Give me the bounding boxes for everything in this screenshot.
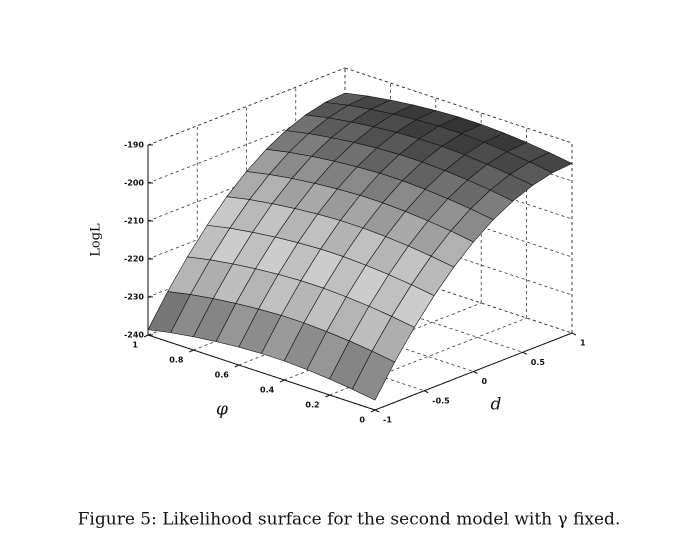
y-tick-label: 1 xyxy=(580,339,586,348)
grid-line xyxy=(344,257,573,334)
y-tick xyxy=(522,351,527,355)
y-tick xyxy=(424,390,429,394)
box-edge xyxy=(147,67,346,146)
x-tick-label: 1 xyxy=(132,341,138,350)
y-tick-label: -1 xyxy=(383,416,392,425)
z-tick-label: -230 xyxy=(124,293,144,302)
grid-line xyxy=(329,317,527,396)
y-tick-label: 0.5 xyxy=(531,358,546,367)
x-tick-label: 0 xyxy=(359,416,365,425)
grid-line xyxy=(295,276,523,353)
y-tick xyxy=(374,409,380,413)
x-tick-label: 0.6 xyxy=(215,371,230,380)
x-tick xyxy=(189,349,194,353)
y-tick-label: -0.5 xyxy=(432,396,450,405)
z-tick-label: -190 xyxy=(124,141,144,150)
surface-patch xyxy=(351,350,396,401)
z-tick-label: -200 xyxy=(124,179,144,188)
grid-line xyxy=(344,219,573,296)
grid-line xyxy=(246,296,474,372)
x-axis-label: φ xyxy=(216,400,228,420)
x-tick-label: 0.4 xyxy=(260,386,275,395)
z-tick-label: -240 xyxy=(124,331,144,340)
z-axis-label: LogL xyxy=(89,223,104,257)
z-tick-label: -210 xyxy=(124,217,144,226)
grid-line xyxy=(284,302,482,381)
caption: Figure 5: Likelihood surface for the sec… xyxy=(78,510,621,530)
x-axis xyxy=(147,334,376,411)
y-tick xyxy=(571,332,577,336)
x-tick-label: 0.2 xyxy=(305,401,319,410)
y-tick xyxy=(473,371,478,374)
box-edge xyxy=(344,67,573,144)
x-tick xyxy=(370,409,376,413)
x-tick-label: 0.8 xyxy=(169,356,184,365)
grid-line xyxy=(344,181,573,258)
x-tick xyxy=(279,379,285,383)
z-tick-label: -220 xyxy=(124,255,144,264)
y-axis-label: d xyxy=(491,395,502,415)
y-tick-label: 0 xyxy=(482,377,488,386)
grid-line xyxy=(344,143,573,220)
x-tick xyxy=(143,334,149,338)
x-tick xyxy=(234,364,240,368)
x-tick xyxy=(325,394,330,398)
